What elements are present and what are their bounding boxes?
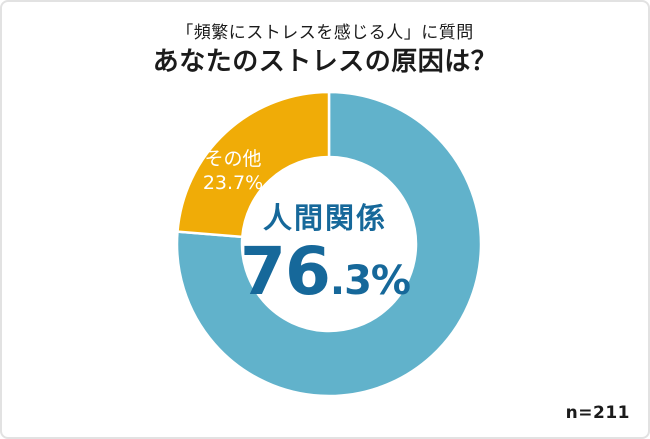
chart-header: 「頻繁にストレスを感じる人」に質問 あなたのストレスの原因は？	[2, 23, 648, 77]
donut-segment-main	[175, 90, 483, 398]
chart-question-title: あなたのストレスの原因は？	[152, 47, 498, 78]
sample-size-note: n=211	[565, 403, 630, 423]
chart-context-title: 「頻繁にストレスを感じる人」に質問	[176, 23, 474, 43]
donut-segment-other	[176, 90, 331, 239]
